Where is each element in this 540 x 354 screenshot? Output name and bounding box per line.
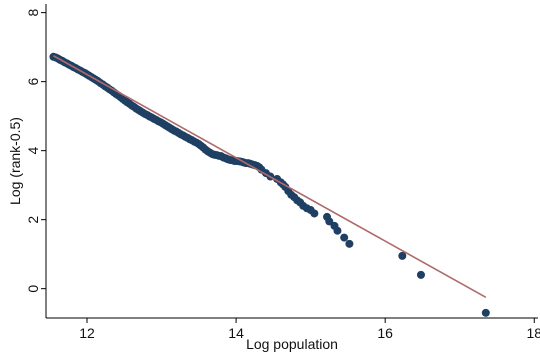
data-point — [340, 233, 349, 242]
data-point — [416, 270, 425, 279]
y-tick-label: 8 — [25, 9, 41, 17]
x-tick-label: 12 — [79, 325, 95, 341]
data-point — [310, 209, 319, 218]
data-point — [481, 308, 490, 317]
y-axis-ticks: 0 2 4 6 8 — [25, 9, 46, 293]
x-tick-label: 16 — [377, 325, 393, 341]
data-point — [345, 239, 354, 248]
y-tick-label: 6 — [25, 78, 41, 86]
data-points — [49, 52, 490, 317]
y-tick-label: 0 — [25, 285, 41, 293]
fit-line — [53, 55, 487, 298]
x-axis-ticks: 12 14 16 18 — [79, 318, 540, 341]
y-axis-label: Log (rank-0.5) — [7, 117, 23, 205]
data-point — [333, 226, 342, 235]
y-tick-label: 2 — [25, 216, 41, 224]
data-point — [325, 217, 334, 226]
axes — [45, 4, 538, 319]
y-tick-label: 4 — [25, 147, 41, 155]
x-tick-label: 18 — [526, 325, 540, 341]
x-tick-label: 14 — [228, 325, 244, 341]
data-point — [398, 251, 407, 260]
x-axis-label: Log population — [246, 336, 338, 352]
